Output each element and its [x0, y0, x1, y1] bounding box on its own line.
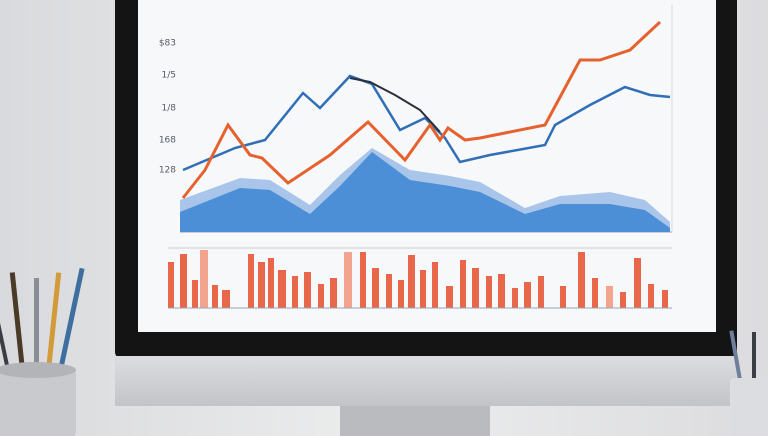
- area: [180, 152, 670, 232]
- line: [182, 74, 671, 172]
- y-tick-label: 1/8: [162, 104, 177, 114]
- line: [349, 77, 441, 133]
- y-tick-label: 128: [159, 166, 176, 176]
- monitor-stand: [340, 406, 490, 436]
- y-tick-label: 168: [159, 136, 176, 146]
- bars: [168, 250, 668, 308]
- screen: [138, 0, 716, 332]
- y-tick-label: 1/5: [162, 71, 176, 81]
- screen-chart: $83 1/5 1/8 168 128: [159, 5, 673, 309]
- monitor-chin: [115, 356, 737, 406]
- pencil-cup: [0, 267, 85, 436]
- line: [181, 20, 662, 199]
- y-tick-label: $83: [159, 39, 176, 49]
- pencil-cup: [729, 330, 768, 436]
